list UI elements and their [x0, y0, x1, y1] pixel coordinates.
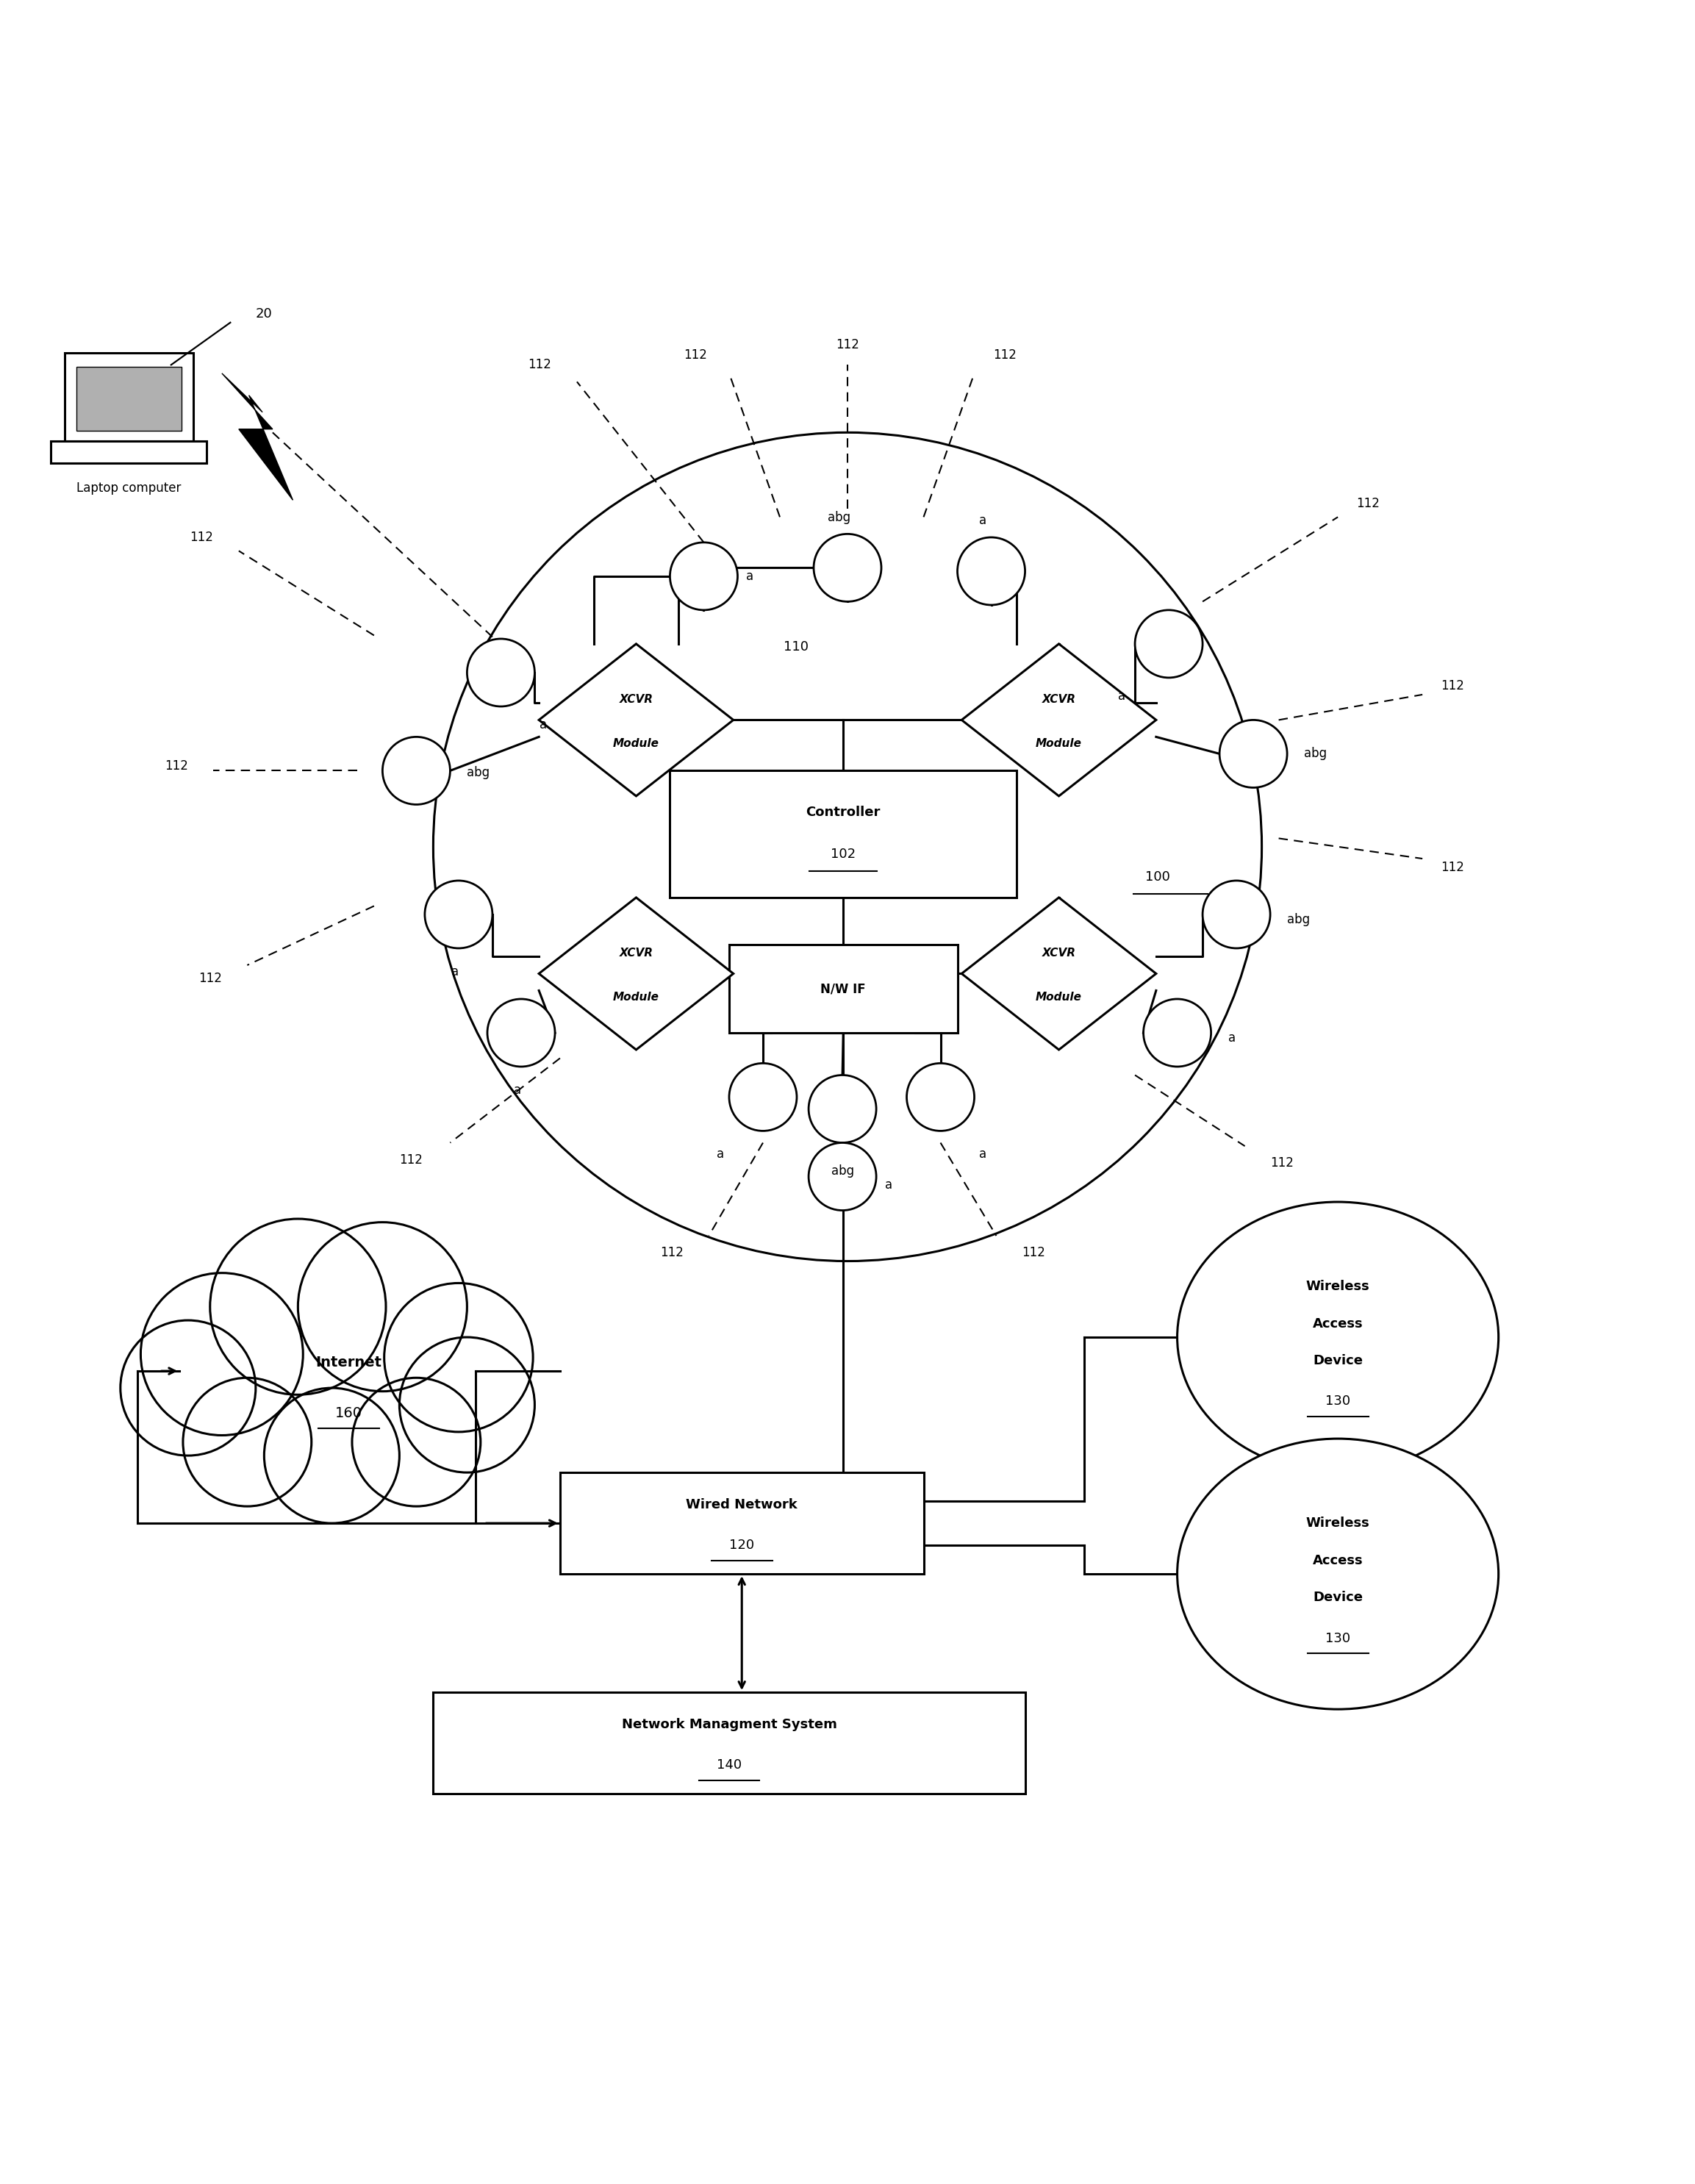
FancyBboxPatch shape	[434, 1693, 1025, 1793]
Text: 112: 112	[683, 347, 707, 360]
Circle shape	[809, 1142, 876, 1210]
Text: a: a	[980, 1149, 986, 1162]
Text: Module: Module	[614, 992, 659, 1002]
Circle shape	[809, 1075, 876, 1142]
Polygon shape	[222, 373, 293, 500]
Circle shape	[120, 1321, 256, 1455]
Text: 112: 112	[1356, 498, 1380, 511]
Text: Device: Device	[1314, 1354, 1363, 1367]
Text: XCVR: XCVR	[1042, 695, 1076, 705]
Text: Internet: Internet	[315, 1356, 381, 1369]
Text: 20: 20	[256, 308, 273, 321]
FancyBboxPatch shape	[64, 354, 193, 441]
Text: 160: 160	[336, 1406, 363, 1420]
Text: Module: Module	[1036, 738, 1081, 749]
Text: abg: abg	[468, 767, 490, 780]
Circle shape	[670, 542, 737, 609]
Polygon shape	[539, 644, 734, 795]
Circle shape	[385, 1282, 532, 1433]
Text: 102: 102	[831, 847, 856, 860]
Polygon shape	[961, 644, 1156, 795]
Text: a: a	[1117, 690, 1125, 703]
Circle shape	[1219, 721, 1287, 788]
Text: abg: abg	[1303, 747, 1327, 760]
Text: XCVR: XCVR	[1042, 948, 1076, 959]
Circle shape	[488, 998, 554, 1066]
Text: 112: 112	[400, 1153, 424, 1166]
Circle shape	[1144, 998, 1210, 1066]
Text: XCVR: XCVR	[619, 695, 653, 705]
Circle shape	[141, 1273, 303, 1435]
Text: N/W IF: N/W IF	[820, 983, 866, 996]
Text: 112: 112	[836, 339, 859, 352]
Circle shape	[264, 1389, 400, 1522]
Circle shape	[434, 432, 1261, 1260]
Circle shape	[468, 638, 534, 705]
Text: a: a	[746, 570, 754, 583]
Text: 112: 112	[1441, 679, 1464, 692]
Circle shape	[383, 736, 451, 804]
Text: a: a	[539, 719, 547, 732]
Text: Access: Access	[1312, 1553, 1363, 1568]
Circle shape	[298, 1223, 468, 1391]
Text: Module: Module	[614, 738, 659, 749]
Text: Access: Access	[1312, 1317, 1363, 1330]
Polygon shape	[539, 898, 734, 1051]
Text: Module: Module	[1036, 992, 1081, 1002]
Text: Laptop computer: Laptop computer	[76, 483, 181, 496]
Text: a: a	[885, 1179, 892, 1192]
Text: 112: 112	[198, 972, 222, 985]
FancyBboxPatch shape	[51, 441, 207, 463]
Text: a: a	[980, 513, 986, 526]
Text: 100: 100	[1146, 871, 1170, 885]
Text: 112: 112	[164, 760, 188, 773]
Text: abg: abg	[827, 511, 851, 524]
Text: 140: 140	[717, 1758, 742, 1771]
Circle shape	[814, 533, 881, 601]
Circle shape	[183, 1378, 312, 1507]
Circle shape	[400, 1337, 534, 1472]
Text: a: a	[717, 1149, 724, 1162]
Text: 120: 120	[729, 1538, 754, 1553]
Circle shape	[907, 1064, 975, 1131]
Text: 110: 110	[783, 640, 809, 653]
Text: 112: 112	[529, 358, 551, 371]
FancyBboxPatch shape	[729, 946, 958, 1033]
Text: 112: 112	[190, 531, 214, 544]
Circle shape	[729, 1064, 797, 1131]
Text: a: a	[451, 965, 459, 978]
Text: 112: 112	[1270, 1155, 1293, 1171]
Text: 112: 112	[1022, 1247, 1046, 1260]
Ellipse shape	[1178, 1439, 1498, 1710]
Circle shape	[1202, 880, 1270, 948]
Text: Wireless: Wireless	[1305, 1516, 1370, 1529]
Circle shape	[353, 1378, 481, 1507]
Text: Device: Device	[1314, 1590, 1363, 1605]
FancyBboxPatch shape	[670, 771, 1017, 898]
Text: 130: 130	[1325, 1396, 1351, 1409]
Circle shape	[210, 1219, 386, 1396]
Text: Controller: Controller	[807, 806, 880, 819]
Text: 112: 112	[1441, 860, 1464, 874]
Ellipse shape	[1178, 1201, 1498, 1472]
Text: Wireless: Wireless	[1305, 1280, 1370, 1293]
Text: Network Managment System: Network Managment System	[622, 1719, 837, 1732]
Text: a: a	[514, 1083, 522, 1096]
FancyBboxPatch shape	[76, 367, 181, 430]
Text: 112: 112	[993, 347, 1017, 360]
Text: a: a	[1227, 1031, 1236, 1044]
Text: 112: 112	[659, 1247, 683, 1260]
Text: abg: abg	[831, 1164, 854, 1177]
Circle shape	[958, 537, 1025, 605]
Text: 130: 130	[1325, 1631, 1351, 1645]
Text: abg: abg	[1287, 913, 1310, 926]
Text: XCVR: XCVR	[619, 948, 653, 959]
Text: Wired Network: Wired Network	[686, 1498, 798, 1511]
Circle shape	[1136, 609, 1202, 677]
FancyBboxPatch shape	[559, 1472, 924, 1575]
Circle shape	[425, 880, 493, 948]
Polygon shape	[961, 898, 1156, 1051]
